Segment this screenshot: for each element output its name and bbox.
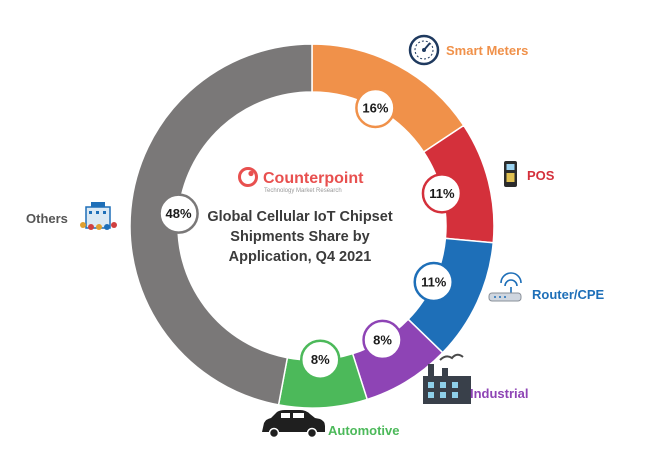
legend-industrial: Industrial: [423, 353, 529, 404]
data-label-badge-automotive: [299, 339, 341, 380]
legend-pos: POS: [504, 161, 555, 187]
data-label-automotive: 8%: [311, 352, 330, 367]
brand-tagline: Technology Market Research: [264, 188, 342, 194]
legend-others: Others: [26, 202, 117, 230]
counterpoint-logo: Counterpoint Technology Market Research: [238, 167, 364, 194]
label-smart-meters: Smart Meters: [446, 43, 528, 58]
legend-router: Router/CPE: [488, 272, 605, 302]
data-label-industrial: 8%: [373, 332, 392, 347]
data-label-smart-meters: 16%: [362, 100, 388, 115]
data-labels-group: 16% 11% 11% 8% 8% 48%: [158, 87, 463, 380]
legend-smart-meters: Smart Meters: [408, 34, 528, 66]
router-icon: [488, 272, 522, 302]
chart-title: Global Cellular IoT Chipset Shipments Sh…: [207, 209, 392, 265]
data-label-badge-pos: [421, 173, 463, 214]
title-line-3: Application, Q4 2021: [229, 249, 372, 265]
data-label-others: 48%: [166, 206, 192, 221]
building-icon: [80, 202, 117, 230]
title-line-1: Global Cellular IoT Chipset: [207, 209, 392, 225]
gauge-icon: [408, 34, 440, 66]
car-icon: [262, 410, 325, 439]
label-router-cpe: Router/CPE: [532, 287, 605, 302]
label-automotive: Automotive: [328, 423, 400, 438]
title-line-2: Shipments Share by: [230, 229, 369, 245]
pos-terminal-icon: [504, 161, 517, 187]
data-label-badge-industrial: [362, 319, 403, 361]
data-label-router-cpe: 11%: [421, 275, 447, 290]
brand-name: Counterpoint: [263, 170, 364, 187]
data-label-badge-others: [158, 193, 199, 234]
label-others: Others: [26, 211, 68, 226]
counterpoint-logo-icon: [238, 167, 258, 187]
data-label-pos: 11%: [429, 186, 455, 201]
legend-automotive: Automotive: [262, 410, 400, 439]
label-industrial: Industrial: [470, 386, 529, 401]
slice-others: [129, 43, 313, 406]
data-label-badge-smart-meters: [355, 87, 396, 129]
label-pos: POS: [527, 168, 555, 183]
factory-icon: [423, 353, 471, 404]
data-label-badge-router-cpe: [413, 261, 454, 303]
